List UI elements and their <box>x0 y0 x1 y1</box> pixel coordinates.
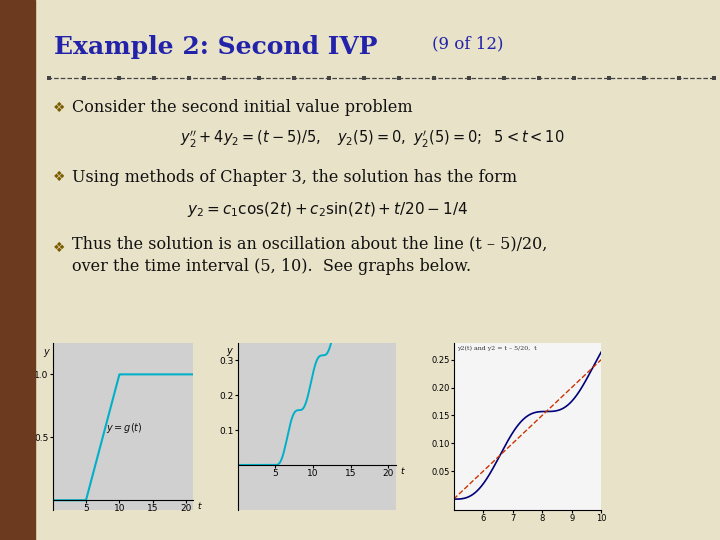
Text: $y = g(t)$: $y = g(t)$ <box>106 421 143 435</box>
Text: (9 of 12): (9 of 12) <box>432 35 503 52</box>
Text: y2(t) and y2 = t – 5/20,  t: y2(t) and y2 = t – 5/20, t <box>456 346 536 350</box>
Text: ❖: ❖ <box>53 241 66 255</box>
Text: $t$: $t$ <box>197 500 203 511</box>
Text: $t$: $t$ <box>400 465 405 476</box>
Text: Using methods of Chapter 3, the solution has the form: Using methods of Chapter 3, the solution… <box>72 168 517 186</box>
Text: Thus the solution is an oscillation about the line (t – 5)/20,: Thus the solution is an oscillation abou… <box>72 235 547 253</box>
Text: $y_2 = c_1\cos(2t) + c_2\sin(2t) + t/20 - 1/4$: $y_2 = c_1\cos(2t) + c_2\sin(2t) + t/20 … <box>187 200 468 219</box>
Text: $y_2'' + 4y_2 = (t-5)/5, \quad y_2(5) = 0,\ y_2'(5) = 0;\ \ 5 < t < 10$: $y_2'' + 4y_2 = (t-5)/5, \quad y_2(5) = … <box>180 129 564 150</box>
Text: $y$: $y$ <box>42 347 50 359</box>
Text: Consider the second initial value problem: Consider the second initial value proble… <box>72 99 413 117</box>
Text: Example 2: Second IVP: Example 2: Second IVP <box>54 35 377 59</box>
Text: $y$: $y$ <box>226 346 235 359</box>
Text: over the time interval (5, 10).  See graphs below.: over the time interval (5, 10). See grap… <box>72 258 471 275</box>
Text: ❖: ❖ <box>53 101 66 115</box>
Text: ❖: ❖ <box>53 170 66 184</box>
